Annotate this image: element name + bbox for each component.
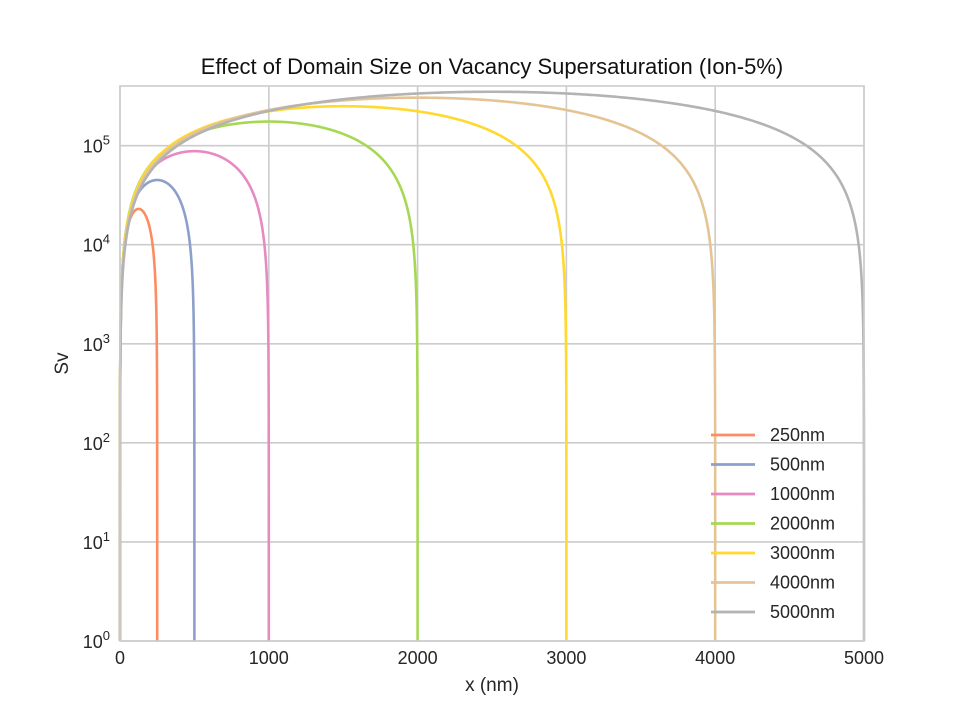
chart-title: Effect of Domain Size on Vacancy Supersa… <box>201 54 783 79</box>
y-tick-label: 103 <box>83 331 110 355</box>
x-tick-label: 4000 <box>695 648 735 668</box>
legend-label: 4000nm <box>770 573 835 593</box>
legend-label: 3000nm <box>770 543 835 563</box>
y-tick-label: 104 <box>83 232 110 256</box>
legend-label: 2000nm <box>770 514 835 534</box>
series-line-5000nm <box>118 90 866 641</box>
legend-label: 5000nm <box>770 602 835 622</box>
x-axis-label: x (nm) <box>465 675 519 696</box>
y-tick-label: 100 <box>83 628 110 652</box>
x-tick-label: 2000 <box>398 648 438 668</box>
legend-label: 250nm <box>770 425 825 445</box>
y-tick-label: 102 <box>83 430 110 454</box>
legend-label: 1000nm <box>770 484 835 504</box>
plot-frame <box>119 85 865 642</box>
y-tick-label: 101 <box>83 529 110 553</box>
x-tick-label: 3000 <box>546 648 586 668</box>
series-lines <box>118 90 866 641</box>
plot-area <box>120 86 864 641</box>
legend: 250nm 500nm 1000nm 2000nm 3000nm 4000nm 5000nm <box>711 425 835 622</box>
series-line-3000nm <box>118 104 568 641</box>
legend-label: 500nm <box>770 455 825 475</box>
series-line-4000nm <box>118 96 717 641</box>
x-axis-ticks: 0 1000 2000 3000 4000 5000 <box>115 648 884 668</box>
y-axis-ticks: 100 101 102 103 104 105 <box>83 133 110 652</box>
x-tick-label: 5000 <box>844 648 884 668</box>
x-tick-label: 1000 <box>249 648 289 668</box>
y-tick-label: 105 <box>83 133 110 157</box>
x-tick-label: 0 <box>115 648 125 668</box>
y-axis-label: Sv <box>52 352 73 375</box>
